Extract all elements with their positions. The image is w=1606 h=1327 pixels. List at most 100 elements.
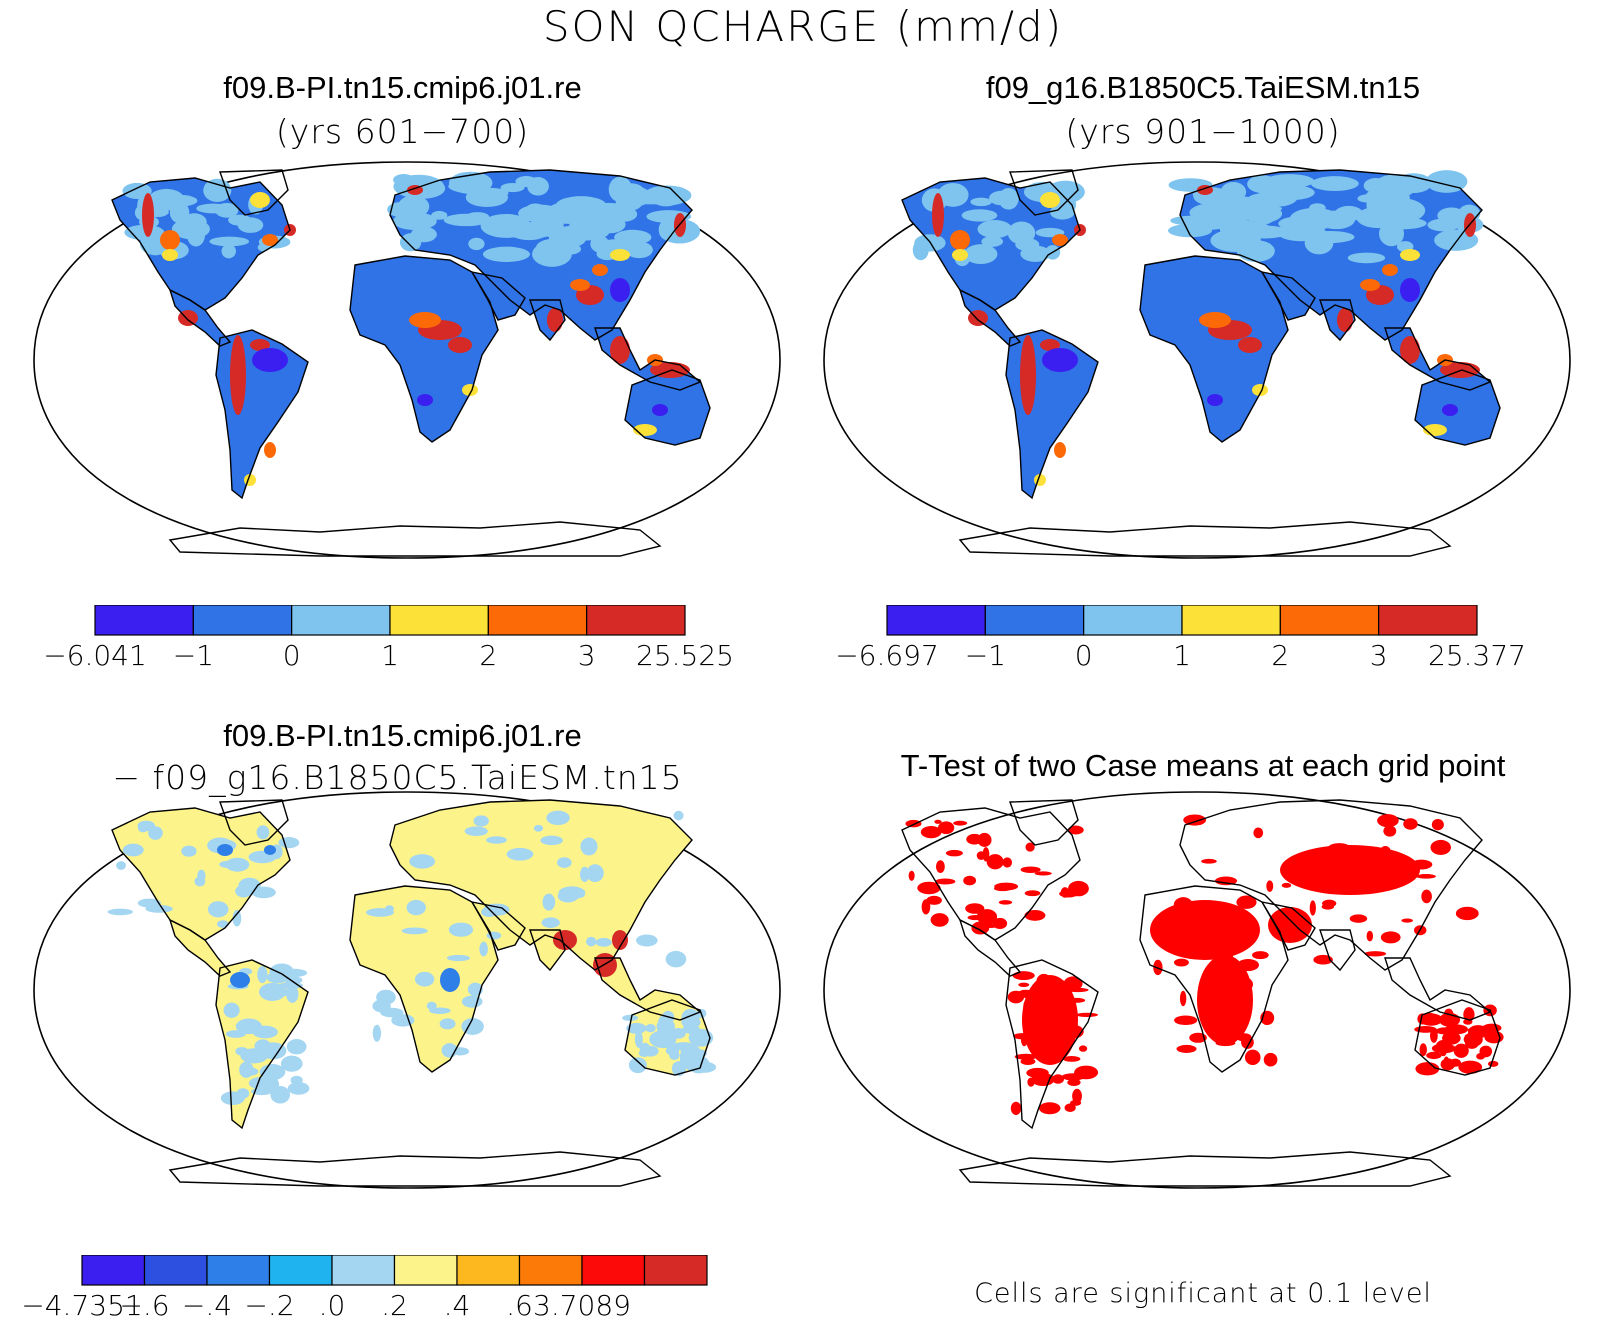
- map-ttest-sig-cell: [1313, 954, 1333, 965]
- map-diff-light-patch: [461, 1018, 484, 1035]
- map-ttest-sig-cell: [1169, 908, 1191, 924]
- map-ttest-sig-cell: [908, 870, 915, 881]
- map-ttest-sig-cell: [1266, 880, 1274, 892]
- map-diff-coast-samerica: [215, 959, 309, 1130]
- map-diff-light-patch: [540, 835, 563, 846]
- map-ttest-sig-cell: [1487, 1060, 1499, 1067]
- map-ttest-sig-cell: [1348, 860, 1370, 875]
- map-ttest-sig-cell: [1014, 1053, 1038, 1060]
- map-case2-deep-region: [1042, 348, 1078, 372]
- map-diff-light-patch: [506, 847, 534, 861]
- cb-case1-tick-label: 3: [578, 639, 596, 672]
- map-case1-lightpatch: [482, 246, 531, 262]
- map-ttest-sig-cell: [1023, 1000, 1031, 1013]
- map-ttest-sig-cell: [1020, 1058, 1036, 1065]
- map-ttest-sig-cell: [938, 821, 955, 835]
- map-ttest-coast-samerica: [1005, 959, 1099, 1130]
- map-diff-light-patch: [622, 1014, 639, 1022]
- map-diff-light-patch: [372, 1024, 382, 1042]
- map-ttest-sig-cell: [1020, 866, 1041, 873]
- map-case2-dry-region: [1040, 192, 1060, 208]
- map-diff-light-patch: [409, 854, 436, 869]
- map-ttest-sig-cell: [992, 917, 1008, 930]
- map-ttest-sig-cell: [1212, 929, 1233, 939]
- map-ttest-sig-cell: [1026, 1067, 1049, 1078]
- colorbar-diff: −4.7351−.6 −.4 −.2 .0 .2 .4 .6 3.7089: [21, 1255, 708, 1322]
- map-case2-lightpatch: [1376, 174, 1417, 190]
- map-diff-light-patch: [542, 893, 556, 911]
- map-ttest-sig-cell: [1241, 1035, 1254, 1049]
- map-case2-wet-region: [1238, 337, 1262, 353]
- cb-case1-segment: [94, 605, 194, 636]
- map-case2-coast-samerica: [1005, 329, 1099, 500]
- map-ttest-sig-cell: [945, 849, 963, 857]
- map-case1-lightpatch: [625, 241, 653, 259]
- map-ttest-sig-cell: [1068, 997, 1086, 1003]
- map-case1-coast-antarctica: [168, 521, 662, 557]
- map-diff-light-patch: [541, 917, 560, 928]
- map-ttest-sig-cell: [1017, 989, 1035, 999]
- map-case2-warm-region: [1382, 264, 1398, 276]
- cb-case1-segment: [389, 605, 489, 636]
- map-case2-wet-region: [1400, 336, 1420, 364]
- map-ttest-sig-cell: [1453, 1043, 1469, 1058]
- map-case1-lightpatch: [221, 244, 236, 259]
- map-ttest-sig-cell: [920, 825, 942, 839]
- map-case2-coast-africa: [1139, 255, 1289, 443]
- map-diff-light-patch: [568, 891, 585, 899]
- map-case2-warm-region: [950, 230, 970, 250]
- map-case2-lightpatch: [1310, 176, 1359, 192]
- map-ttest-sig-cell: [1236, 895, 1257, 909]
- map-case2-coastlines: [901, 169, 1501, 557]
- cb-diff-tick-label: −4.7351: [21, 1289, 142, 1322]
- map-case1-dry-region: [610, 249, 630, 261]
- map-ttest-sig-cell: [1067, 1078, 1081, 1087]
- map-ttest-sig-cell: [1436, 1039, 1452, 1051]
- map-case1-lightpatch: [171, 218, 210, 240]
- map-case1-deep-region: [610, 278, 630, 302]
- map-ttest-frame: [823, 791, 1571, 1189]
- cb-diff-tick-label: .6: [506, 1289, 533, 1322]
- significance-note: Cells are significant at 0.1 level: [974, 1278, 1432, 1309]
- cb-case2-tick-label: −1: [965, 639, 1006, 672]
- map-ttest-sig-cell: [1429, 1028, 1438, 1043]
- map-ttest-coastlines: [901, 799, 1501, 1187]
- map-case1-dry-region: [462, 384, 478, 396]
- map-case2-deep-region: [1442, 404, 1458, 416]
- map-case2-central: [960, 290, 1020, 346]
- map-diff-light-patch: [626, 1022, 647, 1034]
- map-ttest-sig-cell: [1484, 1030, 1504, 1044]
- map-case1-wet-region: [250, 339, 270, 351]
- map-case2-lightpatch: [970, 197, 992, 207]
- panel-ttest-title: T-Test of two Case means at each grid po…: [900, 748, 1506, 783]
- map-case2-dry-region: [1252, 384, 1268, 396]
- map-ttest-sig-cell: [1444, 1024, 1468, 1035]
- map-diff-light-patch: [376, 989, 396, 1005]
- map-ttest-sig-cell: [1163, 930, 1184, 942]
- map-ttest-sig-cell: [1426, 1051, 1442, 1060]
- map-ttest-sig-cell: [1205, 977, 1224, 985]
- map-ttest-sig-cell: [1449, 1058, 1461, 1067]
- panel-case2-subtitle: (yrs 901−1000): [1065, 112, 1341, 151]
- map-case1-lightpatch: [392, 212, 437, 231]
- map-diff-coast-australia: [624, 999, 711, 1076]
- map-case1-lightpatch: [620, 186, 651, 207]
- map-ttest-sig-cell: [1020, 1032, 1028, 1047]
- map-case2-warm-region: [1052, 234, 1068, 246]
- map-ttest-sig-cell: [1321, 903, 1335, 910]
- map-ttest-sig-cell: [1366, 930, 1374, 942]
- map-case1-coast-australia: [624, 369, 711, 446]
- map-ttest-sig-cell: [1174, 1015, 1198, 1026]
- map-case2-lightpatch: [1304, 231, 1334, 255]
- cb-case2-segment: [984, 605, 1085, 636]
- map-ttest-sig-cell: [1215, 967, 1225, 974]
- map-ttest-coast-antarctica: [958, 1151, 1452, 1187]
- map-diff-light-patch: [270, 1085, 291, 1104]
- cb-case2-tick-label: 2: [1271, 639, 1289, 672]
- map-case1-coast-africa: [349, 255, 499, 443]
- map-diff-light-patch: [216, 920, 229, 928]
- map-case2: [823, 161, 1571, 559]
- map-ttest-sig-cell: [1049, 1020, 1057, 1035]
- panel-case1-title: f09.B-PI.tn15.cmip6.j01.re: [223, 70, 582, 105]
- map-diff-light-patch: [223, 1002, 240, 1018]
